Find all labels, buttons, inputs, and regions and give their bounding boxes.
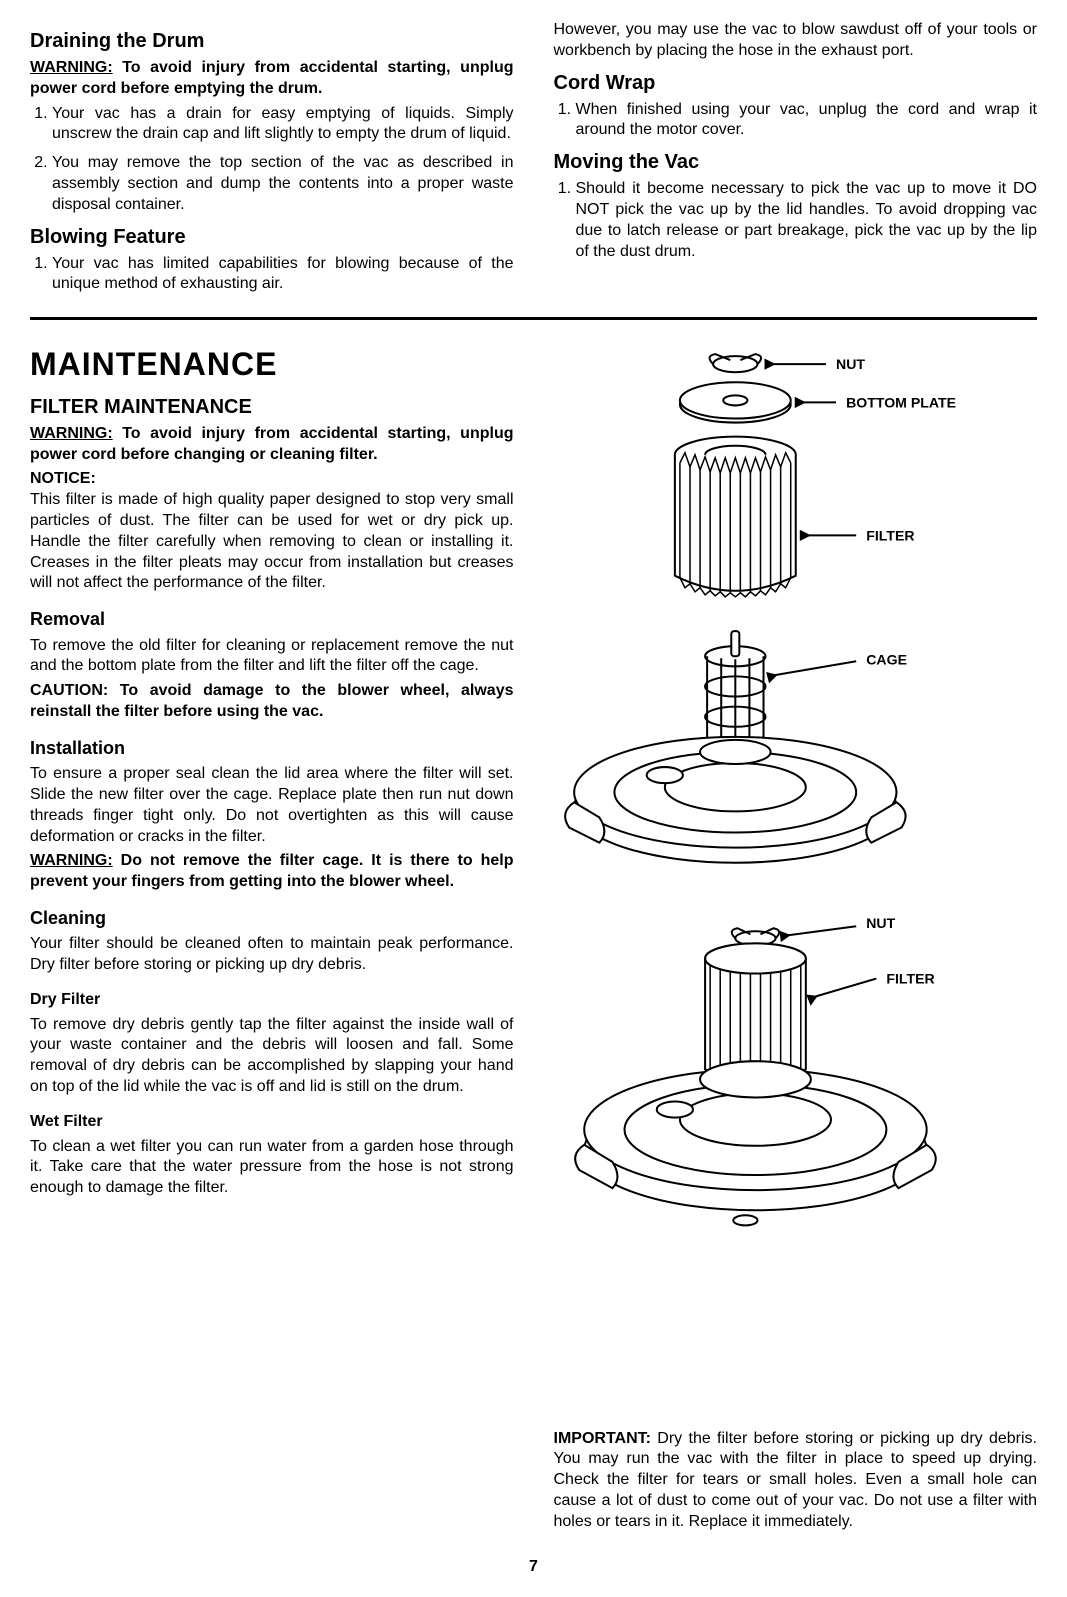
filter-maint-heading: FILTER MAINTENANCE [30, 394, 514, 420]
nut-icon [709, 354, 825, 372]
blowing-heading: Blowing Feature [30, 224, 514, 250]
caution-text: CAUTION: To avoid damage to the blower w… [30, 681, 514, 723]
cage-lid-icon [565, 631, 905, 863]
maint-right-col: NUT BOTTOM PLATE [554, 334, 1038, 1537]
maintenance-section: MAINTENANCE FILTER MAINTENANCE WARNING: … [30, 334, 1037, 1537]
moving-list: Should it become necessary to pick the v… [554, 179, 1038, 262]
diagram-label-nut2: NUT [866, 915, 895, 931]
draining-warning: WARNING: To avoid injury from accidental… [30, 58, 514, 100]
diagram-label-nut: NUT [836, 356, 865, 372]
draining-list: Your vac has a drain for easy emptying o… [30, 104, 514, 216]
warning-label: WARNING: [30, 59, 113, 76]
moving-heading: Moving the Vac [554, 149, 1038, 175]
maint-left-col: MAINTENANCE FILTER MAINTENANCE WARNING: … [30, 334, 514, 1537]
list-item: Should it become necessary to pick the v… [576, 179, 1038, 262]
page-number: 7 [30, 1557, 1037, 1578]
notice-text: This filter is made of high quality pape… [30, 490, 514, 594]
install-text: To ensure a proper seal clean the lid ar… [30, 764, 514, 847]
list-item: You may remove the top section of the va… [52, 153, 514, 215]
diagram-label-cage: CAGE [866, 651, 907, 667]
cleaning-heading: Cleaning [30, 907, 514, 930]
important-note: IMPORTANT: Dry the filter before storing… [554, 1429, 1038, 1533]
cord-list: When finished using your vac, unplug the… [554, 100, 1038, 142]
top-right-col: However, you may use the vac to blow saw… [554, 20, 1038, 303]
removal-heading: Removal [30, 608, 514, 631]
blowing-list: Your vac has limited capabilities for bl… [30, 254, 514, 296]
list-item: When finished using your vac, unplug the… [576, 100, 1038, 142]
wet-filter-heading: Wet Filter [30, 1112, 514, 1133]
dry-filter-text: To remove dry debris gently tap the filt… [30, 1015, 514, 1098]
bottom-plate-icon [679, 382, 835, 422]
filter-warning: WARNING: To avoid injury from accidental… [30, 424, 514, 466]
cord-heading: Cord Wrap [554, 70, 1038, 96]
filter-assembly-diagram: NUT BOTTOM PLATE [554, 344, 1038, 1412]
dry-filter-heading: Dry Filter [30, 990, 514, 1011]
diagram-label-bottom-plate: BOTTOM PLATE [846, 395, 956, 411]
blowing-continued: However, you may use the vac to blow saw… [554, 20, 1038, 62]
notice-label: NOTICE: [30, 469, 514, 490]
top-section: Draining the Drum WARNING: To avoid inju… [30, 20, 1037, 303]
section-divider [30, 317, 1037, 320]
diagram-label-filter: FILTER [866, 528, 914, 544]
warning-label: WARNING: [30, 852, 113, 869]
warning-label: WARNING: [30, 425, 113, 442]
maintenance-heading: MAINTENANCE [30, 344, 514, 386]
filter-icon [674, 437, 855, 597]
list-item: Your vac has a drain for easy emptying o… [52, 104, 514, 146]
assembled-icon [575, 926, 936, 1225]
wet-filter-text: To clean a wet filter you can run water … [30, 1137, 514, 1199]
top-left-col: Draining the Drum WARNING: To avoid inju… [30, 20, 514, 303]
important-label: IMPORTANT: [554, 1430, 651, 1447]
install-warning: WARNING: Do not remove the filter cage. … [30, 851, 514, 893]
removal-text: To remove the old filter for cleaning or… [30, 636, 514, 678]
diagram-label-filter2: FILTER [886, 971, 934, 987]
draining-heading: Draining the Drum [30, 28, 514, 54]
list-item: Your vac has limited capabilities for bl… [52, 254, 514, 296]
install-heading: Installation [30, 737, 514, 760]
cleaning-text: Your filter should be cleaned often to m… [30, 934, 514, 976]
